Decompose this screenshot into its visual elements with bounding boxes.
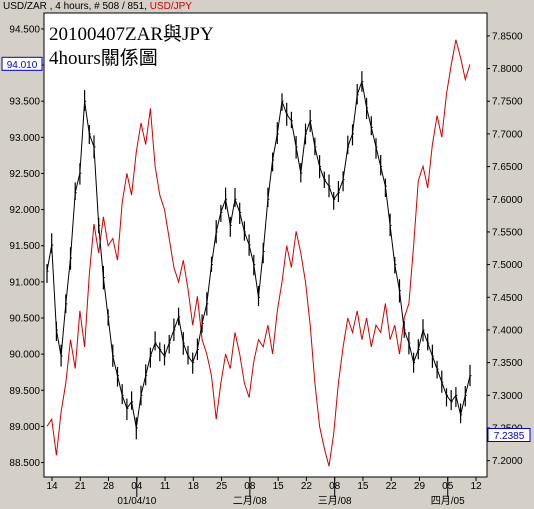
right-tick-label: 7.7500 [492,97,523,108]
left-tick-label: 90.500 [9,313,40,324]
x-tick-label: 15 [357,481,369,492]
series-layer [46,39,472,467]
left-current-value: 94.010 [7,60,38,71]
right-tick-label: 7.4000 [492,325,523,336]
chart-title: 20100407ZAR與JPY [49,23,214,45]
x-tick-label: 11 [160,481,171,492]
left-tick-label: 89.000 [9,422,40,433]
x-tick-label: 28 [103,481,115,492]
left-axis: 94.50094.00093.50093.00092.50092.00091.5… [9,24,44,469]
x-period-label: 01/04/10 [117,496,156,507]
x-tick-label: 22 [301,481,313,492]
right-tick-label: 7.7000 [492,129,523,140]
right-tick-label: 7.2000 [492,456,523,467]
right-tick-label: 7.5500 [492,227,523,238]
right-tick-label: 7.4500 [492,293,523,304]
right-tick-label: 7.8000 [492,64,523,75]
right-current-value: 7.2385 [494,431,525,442]
left-tick-label: 91.000 [9,277,40,288]
x-tick-label: 14 [46,481,58,492]
left-tick-label: 92.500 [9,169,40,180]
symbol-info: USD/ZAR , 4 hours, # 508 / 851, [3,1,147,12]
right-axis: 7.8500 7.8000 7.7500 7.7000 7.6500 7.6000 7.55… [487,31,523,467]
x-axis: 14 21 28 04 11 18 25 08 15 22 08 15 22 29 05 1201/04/10… [46,477,482,507]
x-tick-label: 29 [414,481,426,492]
right-current-box [487,428,531,443]
left-tick-label: 92.000 [9,205,40,216]
left-tick-label: 91.500 [9,241,40,252]
right-tick-label: 7.8500 [492,31,523,42]
x-tick-label: 25 [216,481,228,492]
x-tick-label: 22 [386,481,398,492]
secondary-symbol: USD/JPY [149,1,192,12]
series-usdzar-path [46,79,471,429]
x-tick-label: 15 [273,481,285,492]
x-period-label: 四月/05 [431,495,465,507]
left-tick-label: 93.000 [9,133,40,144]
chart-header: USD/ZAR , 4 hours, # 508 / 851, USD/JPY [3,0,192,14]
series-usdjpy-line [46,39,471,467]
x-period-label: 三月/08 [318,495,352,507]
x-period-label: 二月/08 [233,495,267,507]
left-tick-label: 93.500 [9,97,40,108]
plot-area [43,12,488,478]
right-tick-label: 7.3500 [492,358,523,369]
left-current-box [1,56,43,71]
current-value-markers: 94.010 7.2385 [1,56,531,443]
right-tick-label: 7.3000 [492,391,523,402]
left-tick-label: 88.500 [9,458,40,469]
chart-subtitle: 4hours關係圖 [49,47,158,69]
right-tick-label: 7.6000 [492,195,523,206]
x-tick-label: 12 [470,481,482,492]
right-tick-label: 7.6500 [492,162,523,173]
left-tick-label: 89.500 [9,386,40,397]
left-tick-label: 94.500 [9,24,40,35]
x-tick-label: 18 [188,481,200,492]
right-tick-label: 7.5000 [492,260,523,271]
x-tick-label: 21 [75,481,87,492]
left-tick-label: 90.000 [9,350,40,361]
